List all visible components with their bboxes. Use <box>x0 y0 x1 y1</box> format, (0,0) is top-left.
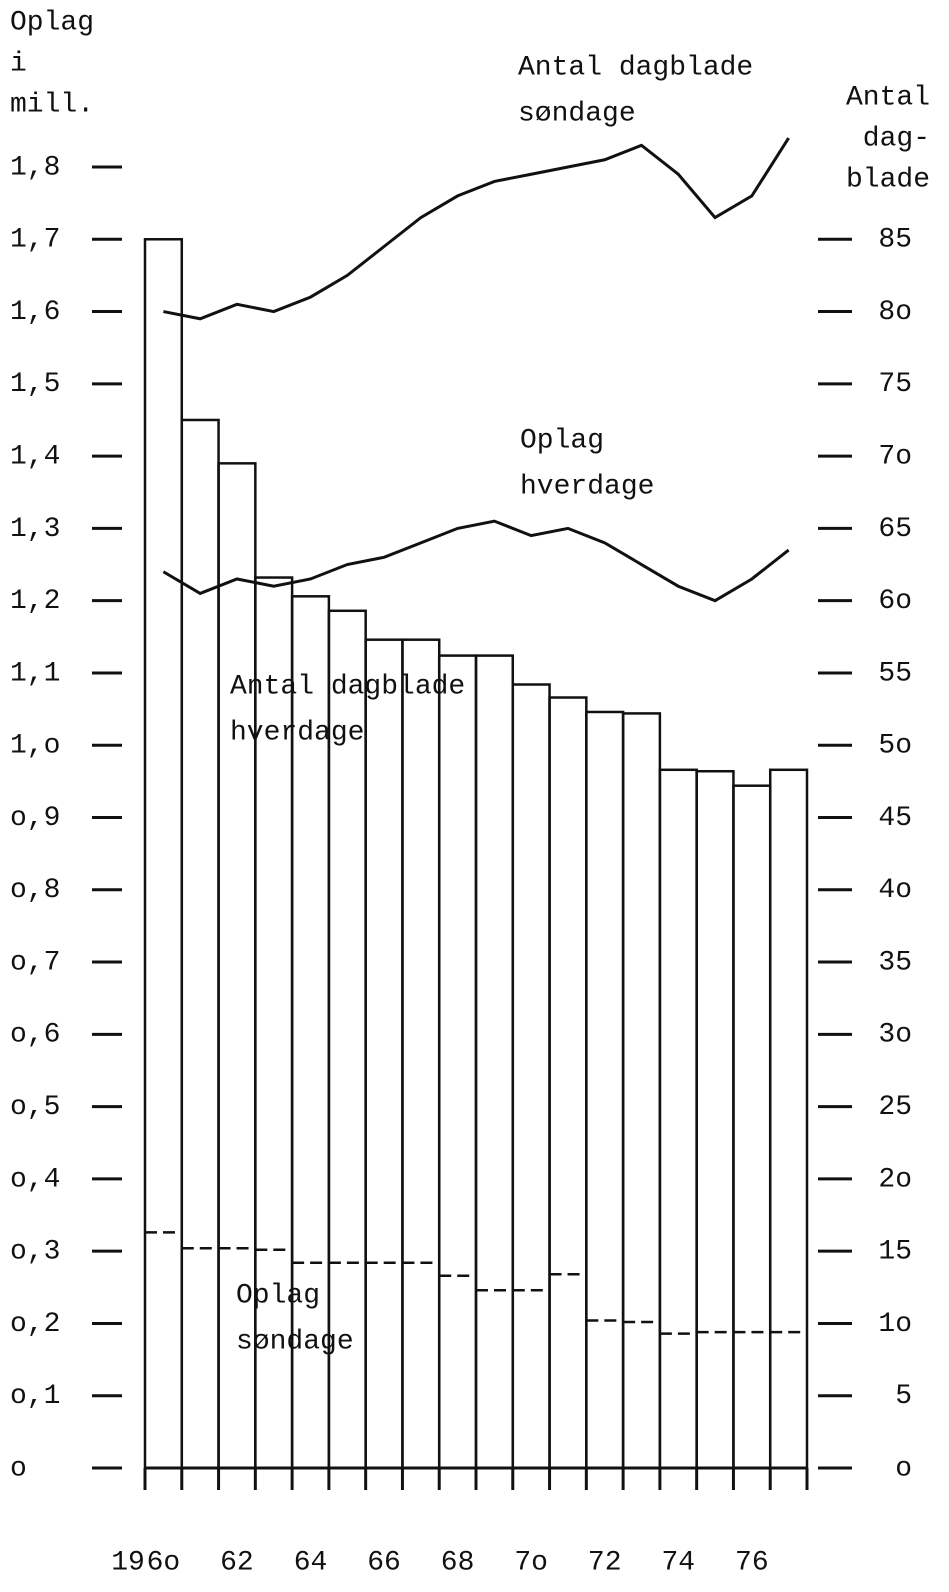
series-label: søndage <box>518 98 636 129</box>
y-tick-label: o,3 <box>10 1237 60 1268</box>
y2-tick-label: 1o <box>878 1309 912 1340</box>
x-tick-label: 7o <box>514 1547 548 1578</box>
y-tick-label: o,6 <box>10 1020 60 1051</box>
bar <box>180 418 220 1470</box>
y-tick-label: 1,4 <box>10 442 60 473</box>
y-axis-title: Oplag <box>10 7 94 38</box>
bar <box>401 638 441 1470</box>
bar <box>621 712 662 1470</box>
y2-tick-label: 2o <box>878 1164 912 1195</box>
x-tick-label: 76 <box>735 1547 769 1578</box>
y2-tick-label: 8o <box>878 297 912 328</box>
y-axis-title: mill. <box>10 89 94 120</box>
y2-axis-title: blade <box>846 164 930 195</box>
bar <box>658 768 698 1470</box>
y-tick-label: 1,1 <box>10 658 60 689</box>
y2-tick-label: 45 <box>878 803 912 834</box>
y2-tick-label: 25 <box>878 1092 912 1123</box>
series-label: Antal dagblade <box>518 52 753 83</box>
y2-tick-label: 75 <box>878 369 912 400</box>
line <box>162 519 790 603</box>
bar <box>364 638 404 1470</box>
y2-tick-label: 35 <box>878 947 912 978</box>
line <box>163 137 790 321</box>
y2-tick-label: 65 <box>878 514 912 545</box>
series-label: hverdage <box>230 717 364 748</box>
bar <box>474 654 515 1470</box>
y-tick-label: o,8 <box>10 875 60 906</box>
series-label: søndage <box>236 1326 354 1357</box>
x-tick-label: 62 <box>220 1547 254 1578</box>
x-tick-label: 68 <box>441 1547 475 1578</box>
y-tick-label: 1,8 <box>10 152 60 183</box>
x-prefix: 19 <box>111 1547 145 1578</box>
y2-tick-label: 5 <box>895 1381 912 1412</box>
y-tick-label: o,2 <box>10 1309 60 1340</box>
y-axis-title: i <box>10 48 27 79</box>
series-label: hverdage <box>520 471 654 502</box>
y2-tick-label: 6o <box>878 586 912 617</box>
series-label: Antal dagblade <box>230 671 465 702</box>
bar <box>585 710 625 1470</box>
x-tick-label: 6o <box>147 1547 181 1578</box>
x-tick-label: 64 <box>294 1547 328 1578</box>
bar <box>217 462 257 1470</box>
y-tick-label: o,4 <box>10 1164 60 1195</box>
y2-tick-label: 15 <box>878 1237 912 1268</box>
y-tick-label: 1,7 <box>10 225 60 256</box>
y2-tick-label: 7o <box>878 442 912 473</box>
y-tick-label: 1,5 <box>10 369 60 400</box>
y-tick-label: o,5 <box>10 1092 60 1123</box>
x-tick-label: 74 <box>661 1547 695 1578</box>
bar <box>732 784 772 1470</box>
y2-tick-label: o <box>895 1453 912 1484</box>
y-tick-label: 1,3 <box>10 514 60 545</box>
y2-tick-label: 4o <box>878 875 912 906</box>
x-tick-label: 66 <box>367 1547 401 1578</box>
y-tick-label: 1,2 <box>10 586 60 617</box>
y-tick-label: o <box>10 1453 27 1484</box>
bar <box>511 683 551 1470</box>
bar <box>768 768 809 1470</box>
bar <box>143 238 184 1470</box>
bar <box>695 769 735 1470</box>
y-tick-label: o,1 <box>10 1381 60 1412</box>
bar <box>437 654 478 1470</box>
y-tick-label: 1,6 <box>10 297 60 328</box>
y-tick-label: 1,o <box>10 731 60 762</box>
y2-tick-label: 85 <box>878 225 912 256</box>
series-label: Oplag <box>520 425 604 456</box>
y-tick-label: o,9 <box>10 803 60 834</box>
y2-tick-label: 3o <box>878 1020 912 1051</box>
bar <box>548 696 588 1470</box>
y2-axis-title: Antal <box>846 82 930 113</box>
y-tick-label: o,7 <box>10 947 60 978</box>
series-label: Oplag <box>236 1280 320 1311</box>
x-tick-label: 72 <box>588 1547 622 1578</box>
y2-tick-label: 55 <box>878 658 912 689</box>
y2-tick-label: 5o <box>878 731 912 762</box>
y2-axis-title: dag- <box>863 123 930 154</box>
